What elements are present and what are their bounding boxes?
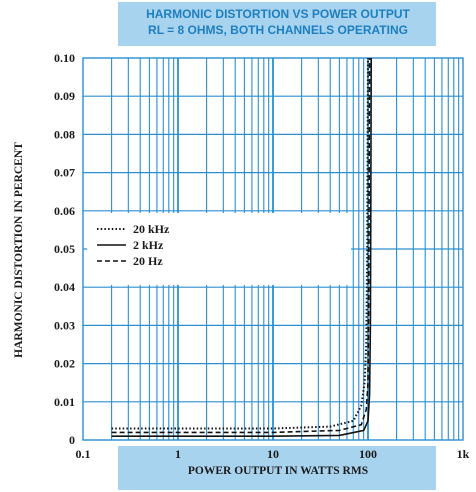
legend-label: 20 Hz xyxy=(133,254,163,268)
x-tick-label: 0.1 xyxy=(76,447,91,461)
y-tick-label: 0.05 xyxy=(54,242,75,256)
legend-label: 2 kHz xyxy=(133,238,164,252)
y-tick-label: 0.06 xyxy=(54,204,75,218)
title-band xyxy=(118,2,436,46)
x-tick-labels: 0.1 1 10 100 1k xyxy=(76,447,470,461)
legend-box xyxy=(87,213,351,285)
x-tick-label: 10 xyxy=(267,447,279,461)
y-axis-title: HARMONIC DISTORTION IN PERCENT xyxy=(13,142,25,358)
data-series xyxy=(111,57,372,437)
y-tick-label: 0.01 xyxy=(54,395,75,409)
footer-band xyxy=(118,446,436,490)
x-axis-title: POWER OUTPUT IN WATTS RMS xyxy=(188,465,368,477)
y-tick-label: 0 xyxy=(69,433,75,447)
y-tick-labels: 0 0.01 0.02 0.03 0.04 0.05 0.06 0.07 0.08 0.09 0.1… xyxy=(54,51,75,447)
y-tick-label: 0.09 xyxy=(54,89,75,103)
chart-subtitle: RL = 8 OHMS, BOTH CHANNELS OPERATING xyxy=(148,23,408,37)
series-line-20-khz xyxy=(111,57,369,430)
series-line-20-hz xyxy=(111,57,371,434)
header-footer-bands xyxy=(118,2,436,490)
x-tick-label: 1k xyxy=(457,447,470,461)
y-tick-label: 0.02 xyxy=(54,357,75,371)
legend: 20 kHz 2 kHz 20 Hz xyxy=(87,213,351,285)
y-tick-label: 0.08 xyxy=(54,127,75,141)
y-tick-label: 0.04 xyxy=(54,280,75,294)
chart-title: HARMONIC DISTORTION VS POWER OUTPUT xyxy=(146,7,410,21)
legend-label: 20 kHz xyxy=(133,222,170,236)
x-tick-label: 100 xyxy=(359,447,377,461)
y-tick-label: 0.10 xyxy=(54,51,75,65)
y-tick-label: 0.03 xyxy=(54,318,75,332)
series-line-2-khz xyxy=(111,57,372,437)
x-tick-label: 1 xyxy=(175,447,181,461)
y-tick-label: 0.07 xyxy=(54,166,75,180)
